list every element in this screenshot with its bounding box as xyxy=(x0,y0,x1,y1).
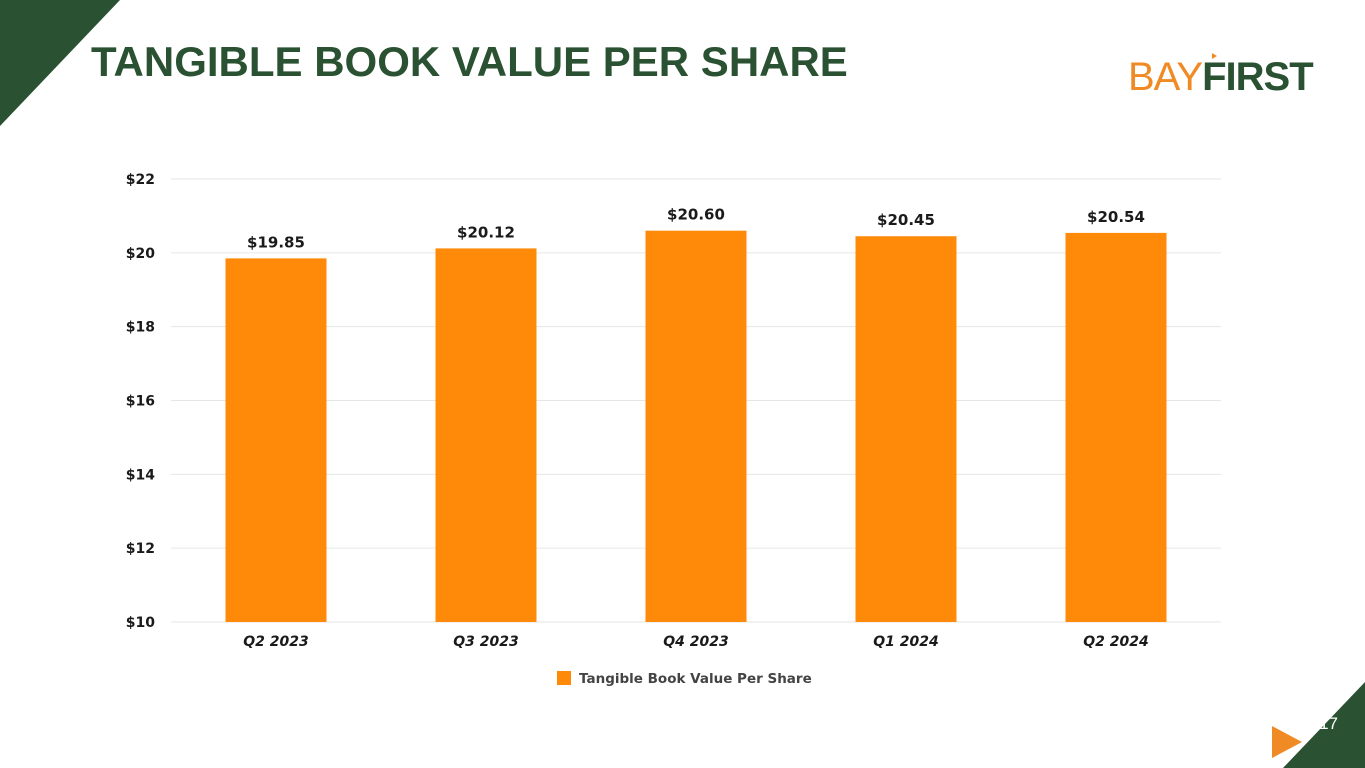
x-tick-label: Q2 2023 xyxy=(243,634,308,650)
data-label: $19.85 xyxy=(247,233,305,251)
x-tick-label: Q3 2023 xyxy=(453,634,518,650)
bar xyxy=(645,230,747,622)
x-tick-label: Q4 2023 xyxy=(663,634,728,650)
bar xyxy=(1065,232,1167,623)
y-tick-label: $20 xyxy=(126,246,155,262)
page-number: 17 xyxy=(1319,714,1338,733)
legend-label: Tangible Book Value Per Share xyxy=(579,671,812,687)
data-label: $20.54 xyxy=(1087,208,1145,226)
data-label: $20.12 xyxy=(457,223,515,241)
y-tick-label: $22 xyxy=(126,172,155,188)
y-tick-label: $16 xyxy=(126,394,155,410)
x-axis-ticks: Q2 2023 Q3 2023 Q4 2023 Q1 2024 Q2 2024 xyxy=(243,634,1148,650)
logo-text-first: FIRST xyxy=(1202,55,1314,99)
chart-legend: Tangible Book Value Per Share xyxy=(557,671,812,687)
play-arrow-icon xyxy=(1272,726,1302,758)
y-tick-label: $18 xyxy=(126,320,155,336)
bar xyxy=(435,248,537,623)
slide-title: TANGIBLE BOOK VALUE PER SHARE xyxy=(91,38,848,85)
y-axis-ticks: $10 $12 $14 $16 $18 $20 $22 xyxy=(126,172,155,631)
chart-bars xyxy=(225,230,1167,623)
logo-accent-icon xyxy=(1212,53,1217,59)
x-tick-label: Q2 2024 xyxy=(1083,634,1148,650)
corner-decoration-top-left xyxy=(0,0,120,126)
data-labels: $19.85 $20.12 $20.60 $20.45 $20.54 xyxy=(247,206,1145,252)
bar xyxy=(225,258,327,622)
bar xyxy=(855,236,957,623)
y-tick-label: $12 xyxy=(126,541,155,557)
company-logo: BAYFIRST xyxy=(1128,54,1314,100)
data-label: $20.60 xyxy=(667,206,725,224)
legend-swatch xyxy=(557,671,571,685)
y-tick-label: $10 xyxy=(126,615,155,631)
data-label: $20.45 xyxy=(877,211,935,229)
y-tick-label: $14 xyxy=(126,467,155,483)
logo-text-bay: BAY xyxy=(1128,55,1203,99)
x-tick-label: Q1 2024 xyxy=(873,634,938,650)
